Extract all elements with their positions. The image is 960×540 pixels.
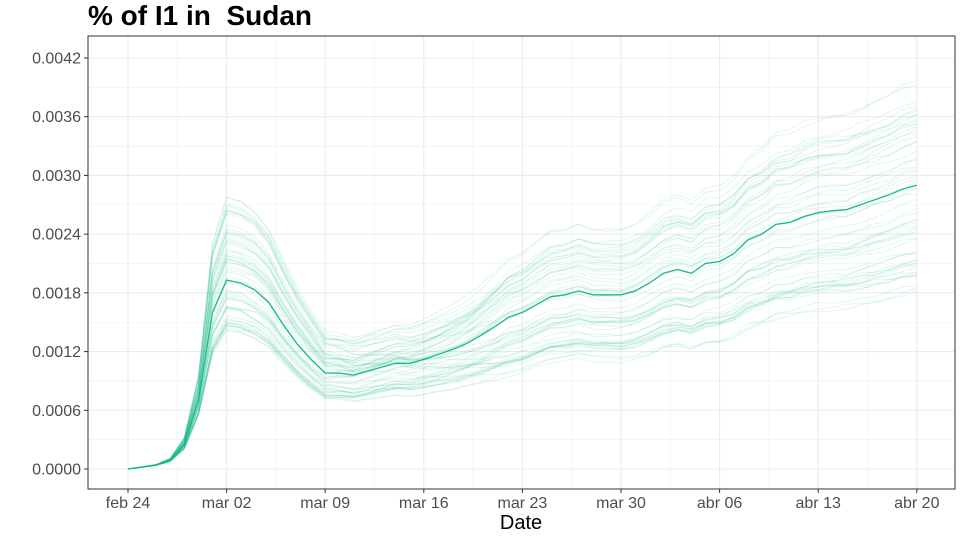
y-axis: 0.0000 0.0006 0.0012 0.0018 0.0024 0.0030 0.00… xyxy=(32,51,88,479)
x-tick-label: abr 13 xyxy=(796,495,841,512)
ensemble-line xyxy=(127,287,917,470)
ensemble-line xyxy=(127,113,918,470)
ensemble-line xyxy=(127,128,918,470)
ensemble-line xyxy=(127,251,917,470)
ensemble-line xyxy=(127,126,917,470)
ensemble-line xyxy=(127,222,917,470)
ensemble-line xyxy=(127,231,917,470)
ensemble-line xyxy=(127,167,917,470)
y-tick-label: 0.0000 xyxy=(32,462,81,479)
ensemble-line xyxy=(127,239,917,470)
ensemble-line xyxy=(127,157,918,470)
ensemble-line xyxy=(127,180,918,470)
ensemble-line xyxy=(127,210,917,470)
ensemble-line xyxy=(127,258,917,470)
y-tick-label: 0.0036 xyxy=(32,109,81,126)
ensemble-line xyxy=(127,140,918,470)
plot-border xyxy=(87,35,956,490)
ensemble-line xyxy=(127,219,917,470)
x-tick-label: abr 06 xyxy=(697,495,742,512)
ensemble-line xyxy=(127,178,917,470)
x-tick-label: mar 09 xyxy=(300,495,350,512)
ensemble-line xyxy=(127,107,918,470)
ensemble-line xyxy=(127,225,917,470)
plot-background xyxy=(88,36,955,489)
ensemble-line xyxy=(127,219,917,470)
x-tick-label: mar 23 xyxy=(498,495,548,512)
x-tick-label: mar 30 xyxy=(596,495,646,512)
ensemble-line xyxy=(127,136,917,470)
x-tick-label: feb 24 xyxy=(106,495,151,512)
ensemble-line xyxy=(127,272,917,470)
chart-title: % of I1 in Sudan xyxy=(88,0,313,31)
highlight-line xyxy=(127,184,917,470)
ensemble-line xyxy=(127,120,917,470)
ensemble-line xyxy=(127,266,917,470)
ensemble-line xyxy=(127,159,917,470)
y-tick-label: 0.0012 xyxy=(32,344,81,361)
ensemble-line xyxy=(127,193,917,470)
ensemble-line xyxy=(127,212,917,470)
y-tick-label: 0.0042 xyxy=(32,51,81,68)
x-axis: feb 24 mar 02 mar 09 mar 16 mar 23 mar 30 abr … xyxy=(106,489,940,512)
ensemble-line xyxy=(127,123,917,470)
ensemble-line xyxy=(127,132,917,470)
ensemble-line xyxy=(127,207,917,470)
y-tick-label: 0.0006 xyxy=(32,403,81,420)
ensemble-line xyxy=(127,259,917,470)
ensemble-line xyxy=(127,209,917,470)
ensemble-line xyxy=(127,150,918,470)
ensemble-line xyxy=(127,141,918,470)
ensemble-line xyxy=(127,227,917,470)
y-tick-label: 0.0024 xyxy=(32,227,81,244)
highlight-line-group xyxy=(127,184,917,470)
ensemble-line xyxy=(127,272,917,470)
ensemble-line xyxy=(127,285,917,470)
ensemble-line xyxy=(127,263,917,470)
ensemble-line xyxy=(127,123,917,470)
ensemble-line xyxy=(127,227,917,470)
ensemble-line xyxy=(127,80,917,470)
ensemble-line xyxy=(127,231,917,470)
ensemble-line xyxy=(127,175,917,470)
ensemble-line xyxy=(127,198,917,470)
ensemble-line xyxy=(127,253,917,470)
ensemble-line xyxy=(127,114,917,470)
x-tick-label: mar 16 xyxy=(399,495,449,512)
ensemble-line xyxy=(127,238,917,470)
x-tick-label: mar 02 xyxy=(202,495,252,512)
ensemble-line xyxy=(127,84,917,470)
ensemble-line xyxy=(127,170,917,470)
ensemble-line xyxy=(127,250,917,470)
x-axis-title: Date xyxy=(500,512,542,534)
ensemble-line xyxy=(127,169,917,470)
ensemble-lines xyxy=(127,80,918,470)
y-tick-label: 0.0018 xyxy=(32,285,81,302)
ensemble-line xyxy=(127,238,917,470)
ensemble-line xyxy=(127,105,917,470)
x-tick-label: abr 20 xyxy=(894,495,939,512)
ensemble-line xyxy=(127,188,917,470)
grid xyxy=(88,36,955,489)
ensemble-line xyxy=(127,231,917,470)
ensemble-line xyxy=(127,265,917,470)
ensemble-line xyxy=(127,118,917,470)
ensemble-line xyxy=(127,234,917,470)
ensemble-line xyxy=(127,100,917,470)
y-tick-label: 0.0030 xyxy=(32,168,81,185)
